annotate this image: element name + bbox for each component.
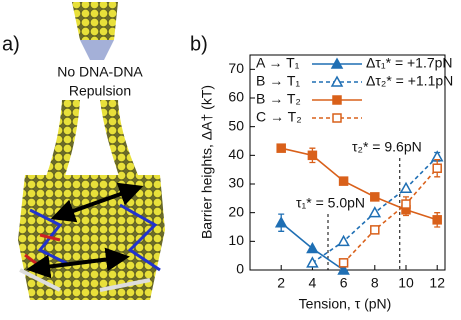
x-tick-label: 8 [371, 275, 379, 291]
threshold-label: τ₁* = 5.0pN [296, 195, 365, 211]
caption: No DNA-DNA [57, 64, 143, 80]
x-tick-label: 4 [309, 275, 317, 291]
x-tick-label: 12 [429, 275, 445, 291]
marker [399, 181, 413, 194]
marker [338, 258, 349, 268]
marker [432, 215, 442, 225]
panel-label: b) [190, 33, 208, 55]
legend-note: Δτ₂* = +1.1pN [366, 73, 453, 89]
y-tick-label: 20 [228, 203, 244, 219]
marker [330, 57, 344, 69]
marker [330, 75, 344, 87]
x-tick-label: 6 [340, 275, 348, 291]
y-tick-label: 30 [228, 175, 244, 191]
y-tick-label: 40 [228, 146, 244, 162]
legend-label: B → T₁ [256, 73, 300, 89]
marker [307, 150, 318, 161]
legend-label: A → T₁ [256, 55, 300, 71]
marker [274, 216, 288, 228]
molecule-image [18, 2, 165, 300]
y-tick-label: 70 [228, 60, 244, 76]
marker [332, 113, 342, 123]
y-axis-label: Barrier heights, ΔA† (kT) [199, 85, 215, 239]
threshold-label: τ₂* = 9.6pN [352, 139, 422, 155]
legend-label: B → T₂ [256, 91, 301, 107]
marker [370, 225, 380, 235]
marker [432, 163, 442, 173]
caption: Repulsion [69, 83, 131, 99]
legend-label: C → T₂ [256, 109, 302, 125]
marker [370, 192, 380, 202]
panel-label: a) [2, 33, 20, 55]
marker [332, 95, 342, 105]
marker [306, 256, 319, 268]
marker [338, 176, 349, 186]
x-tick-label: 2 [277, 275, 285, 291]
marker [401, 199, 411, 209]
series-line [343, 167, 438, 264]
marker [368, 206, 382, 218]
x-axis-label: Tension, τ (pN) [299, 296, 392, 312]
marker [337, 263, 350, 275]
marker [276, 143, 286, 153]
legend-note: Δτ₁* = +1.7pN [366, 55, 453, 71]
marker [306, 241, 319, 254]
marker [337, 234, 350, 247]
plot-frame [249, 54, 446, 271]
y-tick-label: 60 [228, 89, 244, 105]
series-line [281, 147, 438, 221]
x-tick-label: 10 [398, 275, 414, 291]
y-tick-label: 0 [236, 261, 244, 277]
y-tick-label: 10 [228, 232, 244, 248]
y-tick-label: 50 [228, 117, 244, 133]
